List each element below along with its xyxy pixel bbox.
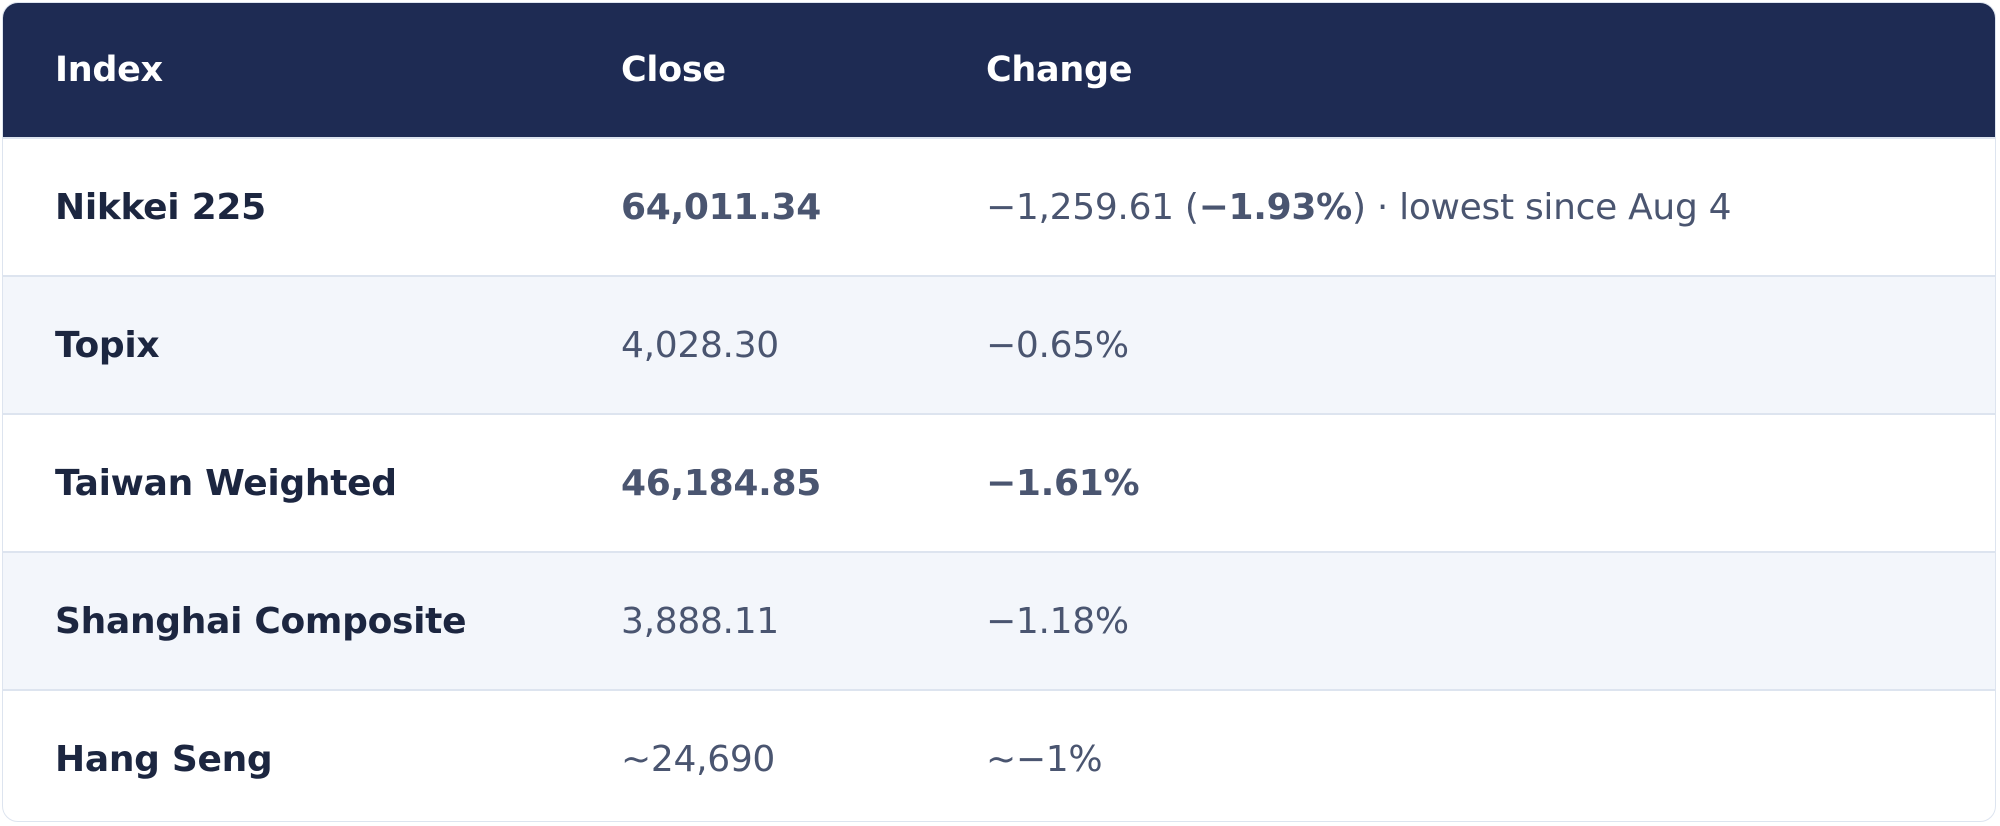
change-value: −1.61%: [986, 462, 1140, 504]
table-row: Topix 4,028.30 −0.65%: [3, 275, 1995, 413]
table-row: Shanghai Composite 3,888.11 −1.18%: [3, 551, 1995, 689]
table-header-row: Index Close Change: [3, 3, 1995, 137]
table-row: Nikkei 225 64,011.34 −1,259.61 (−1.93%) …: [3, 137, 1995, 275]
change-value: −0.65%: [986, 324, 1129, 366]
close-value: 46,184.85: [621, 462, 821, 504]
table-row: Taiwan Weighted 46,184.85 −1.61%: [3, 413, 1995, 551]
index-name: Shanghai Composite: [55, 600, 467, 642]
change-value: ~−1%: [986, 738, 1103, 780]
change-amount: −1,259.61 (: [986, 186, 1199, 228]
index-name: Nikkei 225: [55, 186, 266, 228]
change-note: ) · lowest since Aug 4: [1351, 186, 1732, 228]
index-name: Hang Seng: [55, 738, 273, 780]
change-value: −1,259.61 (−1.93%) · lowest since Aug 4: [986, 187, 1995, 228]
close-value: 3,888.11: [621, 600, 779, 642]
index-name: Topix: [55, 324, 160, 366]
header-change: Change: [986, 50, 1133, 90]
close-value: 4,028.30: [621, 324, 779, 366]
close-value: 64,011.34: [621, 186, 821, 228]
header-index: Index: [55, 50, 163, 90]
header-close: Close: [621, 50, 726, 90]
table-row: Hang Seng ~24,690 ~−1%: [3, 689, 1995, 821]
index-name: Taiwan Weighted: [55, 462, 397, 504]
change-value: −1.18%: [986, 600, 1129, 642]
change-percent: −1.93%: [1198, 186, 1353, 228]
close-value: ~24,690: [621, 738, 776, 780]
